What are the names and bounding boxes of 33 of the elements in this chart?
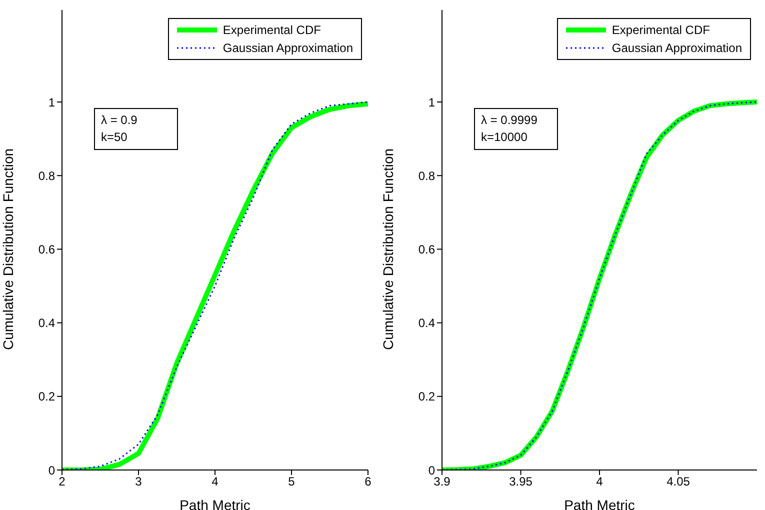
y-tick-label: 1 xyxy=(428,95,436,110)
annotation: k=10000 xyxy=(481,129,528,146)
legend-label: Gaussian Approximation xyxy=(222,40,353,57)
y-tick-label: 0.6 xyxy=(38,242,56,256)
legend-label: Gaussian Approximation xyxy=(612,40,742,57)
x-axis-title: Path Metric xyxy=(180,497,250,510)
y-tick-label: 1 xyxy=(48,95,56,110)
y-tick-label: 0.8 xyxy=(418,168,436,183)
annotation: λ = 0.9999 xyxy=(481,112,538,129)
legend-label: Experimental CDF xyxy=(222,22,321,39)
y-tick-label: 0.6 xyxy=(418,242,436,256)
x-tick-label: 4.05 xyxy=(666,474,690,489)
annotation: λ = 0.9 xyxy=(101,112,138,129)
y-tick-label: 0.2 xyxy=(38,390,56,404)
y-tick-label: 0.8 xyxy=(38,168,56,183)
y-tick-label: 0.2 xyxy=(418,390,436,404)
y-tick-label: 0 xyxy=(428,463,436,478)
x-tick-label: 3.9 xyxy=(434,474,451,489)
y-tick-label: 0.4 xyxy=(418,316,436,330)
y-axis-title: Cumulative Distribution Function xyxy=(380,148,396,350)
x-tick-label: 5 xyxy=(288,474,296,489)
x-tick-label: 2 xyxy=(58,474,66,489)
y-tick-label: 0.4 xyxy=(38,316,56,330)
x-tick-label: 4 xyxy=(212,474,219,489)
x-axis-title: Path Metric xyxy=(564,497,635,510)
annotation: k=50 xyxy=(101,129,128,146)
x-tick-label: 3.95 xyxy=(509,474,533,489)
y-tick-label: 0 xyxy=(48,463,56,478)
legend-label: Experimental CDF xyxy=(612,22,710,39)
x-tick-label: 4 xyxy=(596,474,604,489)
y-axis-title: Cumulative Distribution Function xyxy=(0,148,16,350)
x-tick-label: 6 xyxy=(364,474,372,489)
x-tick-label: 3 xyxy=(135,474,142,489)
